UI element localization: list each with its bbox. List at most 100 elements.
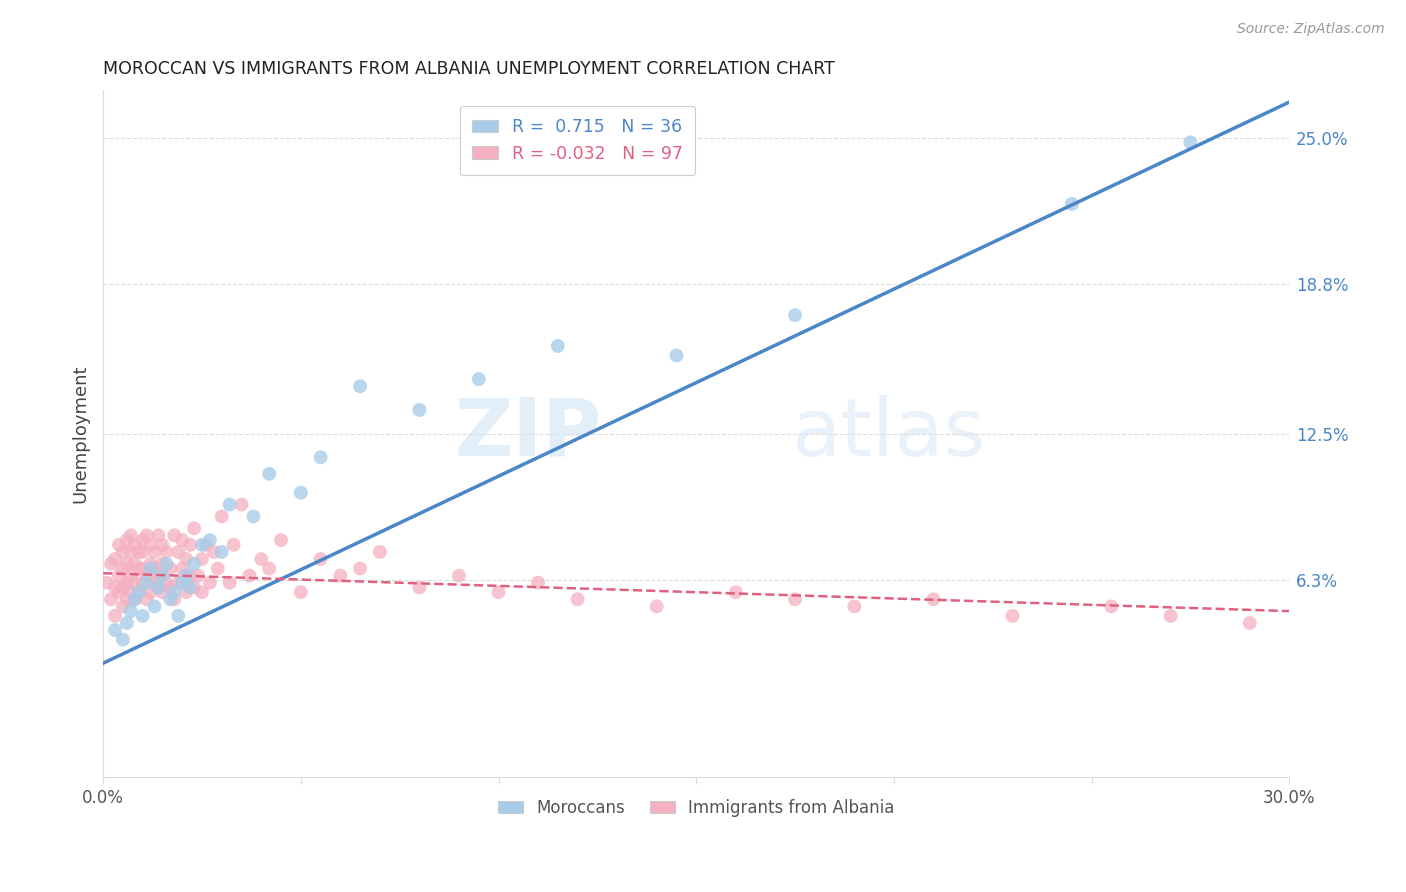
Point <box>120 528 142 542</box>
Point <box>783 308 806 322</box>
Point <box>131 575 153 590</box>
Point <box>135 528 157 542</box>
Text: MOROCCAN VS IMMIGRANTS FROM ALBANIA UNEMPLOYMENT CORRELATION CHART: MOROCCAN VS IMMIGRANTS FROM ALBANIA UNEM… <box>103 60 835 78</box>
Point <box>218 498 240 512</box>
Point <box>143 545 166 559</box>
Point <box>155 545 177 559</box>
Point <box>270 533 292 548</box>
Point <box>167 575 190 590</box>
Point <box>124 557 146 571</box>
Point <box>111 561 134 575</box>
Point <box>179 538 201 552</box>
Point <box>183 557 205 571</box>
Point <box>174 552 197 566</box>
Point <box>198 575 221 590</box>
Point <box>191 538 214 552</box>
Point <box>128 561 150 575</box>
Point <box>128 585 150 599</box>
Point <box>191 552 214 566</box>
Point <box>527 575 550 590</box>
Point <box>131 608 153 623</box>
Point <box>152 538 174 552</box>
Point <box>408 581 430 595</box>
Point <box>174 585 197 599</box>
Point <box>1001 608 1024 623</box>
Point <box>783 592 806 607</box>
Point <box>128 585 150 599</box>
Point <box>159 561 181 575</box>
Point <box>309 450 332 465</box>
Point <box>139 538 162 552</box>
Point <box>148 581 170 595</box>
Point <box>198 533 221 548</box>
Point <box>179 568 201 582</box>
Point <box>207 561 229 575</box>
Point <box>104 552 127 566</box>
Point <box>135 592 157 607</box>
Point <box>152 568 174 582</box>
Point <box>211 509 233 524</box>
Point <box>108 568 131 582</box>
Point <box>1239 615 1261 630</box>
Point <box>163 592 186 607</box>
Point <box>120 568 142 582</box>
Text: ZIP: ZIP <box>454 394 602 473</box>
Point <box>167 608 190 623</box>
Point <box>152 585 174 599</box>
Point <box>148 528 170 542</box>
Point <box>115 557 138 571</box>
Y-axis label: Unemployment: Unemployment <box>72 364 89 503</box>
Point <box>329 568 352 582</box>
Point <box>148 568 170 582</box>
Point <box>148 581 170 595</box>
Point <box>108 585 131 599</box>
Point <box>139 557 162 571</box>
Point <box>111 599 134 614</box>
Point <box>211 545 233 559</box>
Point <box>222 538 245 552</box>
Point <box>124 575 146 590</box>
Point <box>139 585 162 599</box>
Point <box>172 533 194 548</box>
Point <box>115 592 138 607</box>
Point <box>111 632 134 647</box>
Point <box>309 552 332 566</box>
Point <box>290 585 312 599</box>
Point <box>257 561 280 575</box>
Point <box>159 581 181 595</box>
Point <box>467 372 489 386</box>
Point <box>124 592 146 607</box>
Point <box>187 568 209 582</box>
Point <box>143 599 166 614</box>
Point <box>143 561 166 575</box>
Point <box>183 581 205 595</box>
Point <box>218 575 240 590</box>
Point <box>238 568 260 582</box>
Point <box>349 379 371 393</box>
Point <box>202 545 225 559</box>
Point <box>143 575 166 590</box>
Point <box>349 561 371 575</box>
Point <box>488 585 510 599</box>
Point <box>159 592 181 607</box>
Point <box>124 592 146 607</box>
Point <box>111 581 134 595</box>
Legend: Moroccans, Immigrants from Albania: Moroccans, Immigrants from Albania <box>491 792 901 823</box>
Point <box>408 403 430 417</box>
Point <box>108 538 131 552</box>
Point <box>257 467 280 481</box>
Point <box>172 561 194 575</box>
Point <box>111 545 134 559</box>
Point <box>139 561 162 575</box>
Point <box>290 485 312 500</box>
Point <box>104 581 127 595</box>
Point <box>128 545 150 559</box>
Point <box>115 575 138 590</box>
Point <box>124 538 146 552</box>
Point <box>120 585 142 599</box>
Point <box>191 585 214 599</box>
Point <box>250 552 273 566</box>
Point <box>447 568 470 582</box>
Point <box>155 557 177 571</box>
Point <box>167 545 190 559</box>
